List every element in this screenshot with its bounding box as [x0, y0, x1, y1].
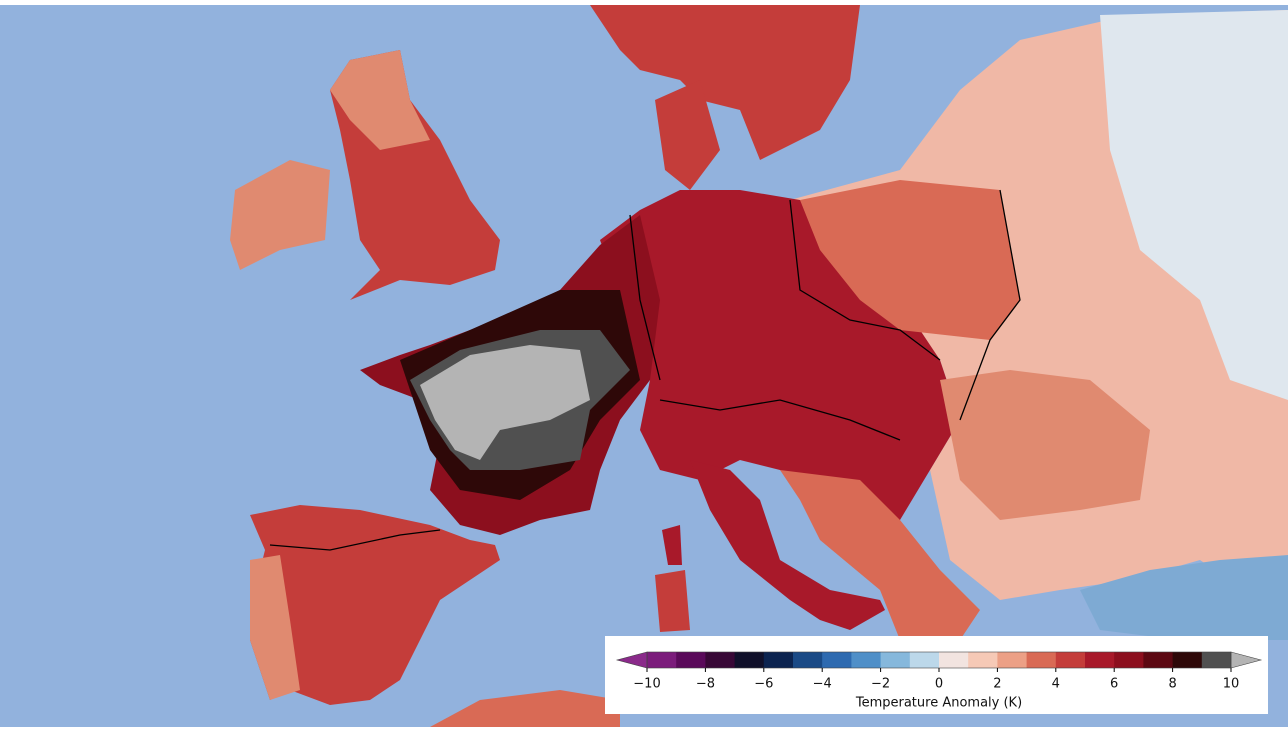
tick-label: −6: [754, 677, 773, 692]
border: [959, 189, 1021, 421]
color-segment: [939, 652, 969, 668]
color-segment: [705, 652, 736, 668]
color-segment: [909, 652, 940, 668]
tick-label: 10: [1223, 677, 1240, 692]
color-segment: [822, 652, 852, 668]
color-segment: [793, 652, 823, 668]
balkans: [780, 470, 980, 640]
tick-label: 2: [993, 677, 1001, 692]
east-europe-light: [1100, 10, 1288, 400]
color-segment: [1201, 652, 1232, 668]
color-segment: [1055, 652, 1086, 668]
tick-label: −4: [813, 677, 832, 692]
scandinavia: [590, 5, 860, 160]
france-light-grey: [420, 345, 590, 460]
poland: [800, 180, 1020, 340]
tick-label: −8: [696, 677, 715, 692]
scotland: [330, 50, 430, 150]
turkey: [1080, 555, 1288, 640]
color-segment: [734, 652, 765, 668]
colorbar: −10 −8 −6 −4 −2 0 2 4 6 8 10: [615, 651, 1263, 692]
color-segment: [880, 652, 911, 668]
color-segment: [851, 652, 882, 668]
color-segment: [1172, 652, 1203, 668]
romania: [940, 370, 1150, 520]
tick-label: −2: [871, 677, 890, 692]
border: [269, 529, 441, 551]
italy: [690, 460, 885, 630]
ireland: [230, 160, 330, 270]
color-segment: [1026, 652, 1057, 668]
tick-label: 8: [1168, 677, 1176, 692]
denmark: [655, 80, 720, 190]
tick-label: 6: [1110, 677, 1118, 692]
colorbar-label: Temperature Anomaly (K): [855, 696, 1022, 711]
border: [659, 399, 901, 441]
portugal: [250, 555, 300, 700]
color-segment: [1114, 652, 1144, 668]
colorbar-background: [605, 636, 1268, 714]
tick-label: 0: [935, 677, 943, 692]
color-segment: [647, 652, 677, 668]
north-africa: [430, 690, 620, 727]
tick-label: −10: [633, 677, 660, 692]
color-segment: [763, 652, 794, 668]
colorbar-panel: −10 −8 −6 −4 −2 0 2 4 6 8 10 Temperature Anomaly (…: [605, 636, 1268, 714]
color-segment: [1085, 652, 1115, 668]
border: [789, 199, 941, 361]
border: [629, 214, 661, 381]
color-segment: [968, 652, 998, 668]
sardinia: [655, 570, 690, 632]
color-segment: [997, 652, 1028, 668]
color-segment: [1143, 652, 1174, 668]
map: [0, 5, 1288, 727]
color-segment: [676, 652, 706, 668]
corsica: [662, 525, 682, 565]
iberia: [250, 505, 500, 705]
tick-label: 4: [1052, 677, 1060, 692]
